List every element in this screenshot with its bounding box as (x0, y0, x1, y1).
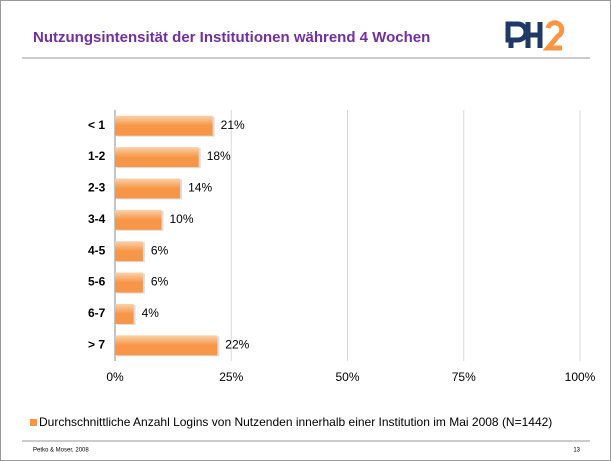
value-label: 18% (207, 149, 231, 163)
y-tick-label: 2-3 (88, 181, 106, 195)
footer-right: 13 (573, 448, 580, 454)
bar (115, 147, 199, 168)
footer-left: Petko & Moser, 2008 (33, 448, 89, 454)
value-label: 14% (188, 181, 212, 195)
y-tick-label: 6-7 (88, 306, 106, 320)
value-label: 22% (225, 337, 249, 351)
x-tick-label: 0% (106, 370, 124, 384)
y-tick-label: > 7 (88, 337, 105, 351)
x-tick-label: 75% (452, 370, 476, 384)
legend-swatch (30, 419, 37, 426)
value-label: 4% (142, 306, 160, 320)
y-tick-label: 3-4 (88, 212, 106, 226)
bar (115, 241, 143, 262)
legend-label: Durchschnittliche Anzahl Logins von Nutz… (39, 415, 552, 429)
logo (505, 20, 565, 51)
value-label: 21% (221, 118, 245, 132)
x-tick-label: 100% (565, 370, 596, 384)
y-tick-label: < 1 (88, 118, 105, 132)
bar (115, 178, 181, 199)
bar (115, 303, 134, 324)
bar (115, 335, 218, 356)
value-label: 6% (151, 243, 169, 257)
value-label: 6% (151, 275, 169, 289)
bar (115, 115, 213, 136)
chart-title: Nutzungsintensität der Institutionen wäh… (33, 29, 430, 46)
bar (115, 209, 162, 230)
bar (115, 272, 143, 293)
y-tick-label: 5-6 (88, 275, 106, 289)
y-tick-label: 1-2 (88, 149, 106, 163)
value-label: 10% (170, 212, 194, 226)
x-tick-label: 50% (335, 370, 359, 384)
y-tick-label: 4-5 (88, 243, 106, 257)
x-tick-label: 25% (219, 370, 243, 384)
